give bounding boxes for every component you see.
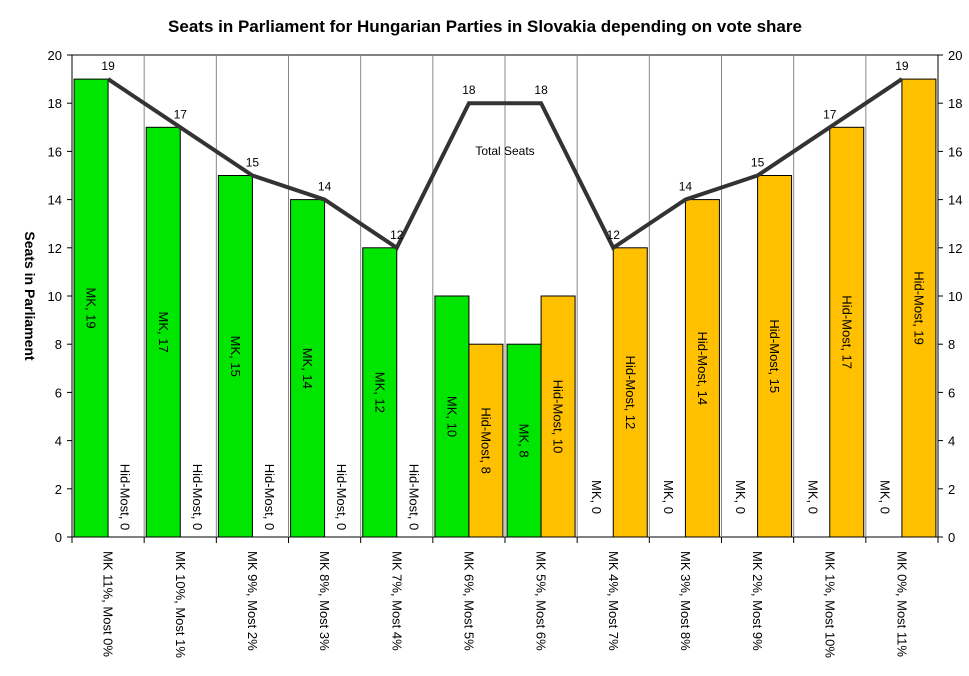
- bar-mk: [362, 247, 398, 538]
- bar-label: MK, 0: [589, 480, 604, 514]
- y-tick-label-left: 20: [48, 48, 62, 63]
- bar-label: Hid-Most, 17: [839, 295, 854, 369]
- category-label: MK 8%, Most 3%: [317, 551, 332, 651]
- chart-title: Seats in Parliament for Hungarian Partie…: [168, 17, 802, 36]
- category-label: MK 1%, Most 10%: [822, 551, 837, 658]
- y-tick-label-left: 6: [55, 385, 62, 400]
- category-label: MK 9%, Most 2%: [245, 551, 260, 651]
- bar-label: Hid-Most, 0: [190, 464, 205, 530]
- bar-mk: [145, 126, 181, 538]
- y-tick-label-left: 16: [48, 144, 62, 159]
- bar-label: Hid-Most, 19: [911, 271, 926, 345]
- y-tick-label-left: 2: [55, 482, 62, 497]
- bar-hid-most: [757, 175, 793, 538]
- total-seats-label: 14: [679, 180, 693, 194]
- total-seats-label: 15: [246, 156, 260, 170]
- y-tick-label-left: 12: [48, 241, 62, 256]
- total-seats-label: 12: [607, 228, 621, 242]
- category-label: MK 3%, Most 8%: [678, 551, 693, 651]
- bar-mk: [73, 78, 109, 538]
- y-tick-label-left: 4: [55, 434, 62, 449]
- bar-label: Hid-Most, 12: [623, 356, 638, 430]
- total-seats-label: 19: [895, 59, 909, 73]
- bar-hid-most: [684, 199, 720, 538]
- bar-hid-most: [612, 247, 648, 538]
- bar-label: MK, 17: [156, 312, 171, 353]
- total-seats-label: 18: [534, 83, 548, 97]
- bar-hid-most: [468, 343, 504, 538]
- bar-label: Hid-Most, 15: [767, 319, 782, 393]
- y-tick-label-right: 16: [948, 144, 962, 159]
- bar-label: MK, 0: [661, 480, 676, 514]
- plot-area: 0 0 2 2 4 4 6 6 8 8 10 10 12 12 14 14 16 16 18 18 20 20 MK, 19…: [48, 48, 963, 658]
- bar-label: Hid-Most, 0: [406, 464, 421, 530]
- category-label: MK 4%, Most 7%: [606, 551, 621, 651]
- y-tick-label-right: 10: [948, 289, 962, 304]
- category-label: MK 5%, Most 6%: [534, 551, 549, 651]
- bar-hid-most: [901, 78, 937, 538]
- bar-label: Hid-Most, 0: [262, 464, 277, 530]
- bar-mk: [290, 199, 326, 538]
- category-label: MK 2%, Most 9%: [750, 551, 765, 651]
- bar-label: MK, 8: [517, 424, 532, 458]
- bar-mk: [217, 175, 253, 538]
- category-label: MK 0%, Most 11%: [894, 551, 909, 657]
- total-seats-label: 18: [462, 83, 476, 97]
- y-tick-label-right: 20: [948, 48, 962, 63]
- bar-label: MK, 19: [84, 287, 99, 328]
- y-tick-label-left: 10: [48, 289, 62, 304]
- bar-label: MK, 0: [805, 480, 820, 514]
- total-seats-label: 17: [174, 107, 188, 121]
- bar-label: Hid-Most, 14: [695, 331, 710, 405]
- y-tick-label-right: 2: [948, 482, 955, 497]
- category-label: MK 10%, Most 1%: [173, 551, 188, 658]
- bar-label: MK, 0: [877, 480, 892, 514]
- y-tick-label-right: 12: [948, 241, 962, 256]
- y-tick-label-right: 18: [948, 96, 962, 111]
- y-tick-label-left: 14: [48, 193, 62, 208]
- y-tick-label-left: 0: [55, 530, 62, 545]
- y-tick-label-right: 0: [948, 530, 955, 545]
- total-seats-line: [106, 77, 904, 251]
- y-tick-label-right: 6: [948, 385, 955, 400]
- total-seats-label: 12: [390, 228, 404, 242]
- total-seats-label: 17: [823, 107, 837, 121]
- category-label: MK 7%, Most 4%: [389, 551, 404, 651]
- y-axis-label: Seats in Parliament: [22, 231, 38, 361]
- bar-label: MK, 10: [444, 396, 459, 437]
- bar-label: MK, 0: [733, 480, 748, 514]
- y-tick-label-left: 8: [55, 337, 62, 352]
- total-seats-label: 19: [101, 59, 115, 73]
- total-seats-label: 15: [751, 156, 765, 170]
- total-seats-series-label: Total Seats: [475, 144, 534, 158]
- y-tick-label-right: 8: [948, 337, 955, 352]
- total-seats-label: 14: [318, 180, 332, 194]
- y-tick-label-right: 4: [948, 434, 955, 449]
- category-label: MK 11%, Most 0%: [101, 551, 116, 657]
- bar-label: MK, 14: [300, 348, 315, 389]
- bar-label: Hid-Most, 0: [118, 464, 133, 530]
- bar-label: Hid-Most, 0: [334, 464, 349, 530]
- y-tick-label-right: 14: [948, 193, 962, 208]
- bar-label: Hid-Most, 8: [478, 407, 493, 473]
- bar-hid-most: [540, 295, 576, 538]
- bar-label: MK, 12: [372, 372, 387, 413]
- bar-hid-most: [829, 126, 865, 538]
- bar-label: Hid-Most, 10: [551, 380, 566, 454]
- bar-mk: [506, 343, 542, 538]
- category-label: MK 6%, Most 5%: [461, 551, 476, 651]
- y-tick-label-left: 18: [48, 96, 62, 111]
- bar-label: MK, 15: [228, 336, 243, 377]
